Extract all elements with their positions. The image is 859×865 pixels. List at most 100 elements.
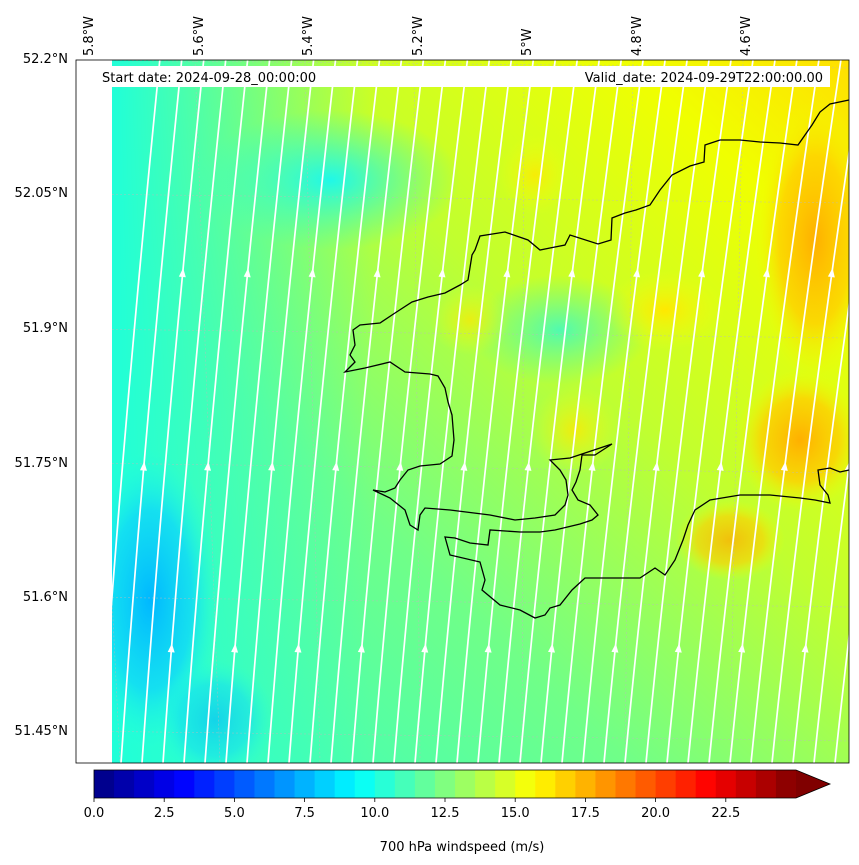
streamline-arrow	[827, 268, 835, 278]
colorbar-segment	[254, 770, 276, 798]
left-margin-mask	[76, 60, 112, 763]
streamline-arrow	[588, 461, 596, 471]
streamline-arrow	[738, 643, 746, 653]
streamline-arrow	[780, 461, 788, 471]
streamline	[771, 147, 849, 763]
streamline	[435, 60, 513, 763]
colorbar-segment	[755, 770, 777, 798]
lat-label-52-2n: 52.2°N	[23, 52, 68, 67]
lon-label-5-8w: 5.8°W	[82, 16, 97, 56]
streamline-arrow	[167, 643, 175, 653]
colorbar-segment	[294, 770, 316, 798]
streamline-arrow	[139, 461, 147, 471]
colorbar-segment	[274, 770, 296, 798]
streamline-arrow	[548, 643, 555, 653]
colorbar-segment	[735, 770, 757, 798]
colorbar-segment	[775, 770, 797, 798]
colorbar-tick-label: 12.5	[431, 806, 460, 821]
streamline	[162, 60, 227, 763]
streamline-arrow	[652, 461, 660, 471]
streamline	[477, 60, 557, 763]
streamline	[582, 60, 666, 763]
streamline-arrow	[716, 461, 724, 471]
streamline	[309, 60, 381, 763]
streamline-arrow	[698, 268, 706, 278]
wind-streamlines	[112, 60, 849, 763]
colorbar-segment	[495, 770, 516, 798]
streamline	[561, 60, 644, 763]
streamline	[687, 60, 776, 763]
streamline	[540, 60, 623, 763]
colorbar-outline	[93, 769, 832, 799]
streamline	[708, 60, 798, 763]
colorbar-segment	[314, 770, 336, 798]
lon-label-5-4w: 5.4°W	[301, 16, 316, 56]
colorbar-tick-label: 22.5	[711, 806, 740, 821]
streamline-arrow	[438, 268, 446, 278]
colorbar: 0.0 2.5 5.0 7.5 10.0 12.5 15.0 17.5 20.0 22.5 700…	[84, 769, 832, 855]
streamline-arrow	[332, 461, 340, 471]
colorbar-segment	[194, 770, 215, 798]
colorbar-tick-label: 2.5	[154, 806, 175, 821]
streamline-arrow	[294, 643, 302, 653]
streamline	[414, 60, 491, 763]
lat-label-51-6n: 51.6°N	[23, 590, 68, 605]
colorbar-segment	[715, 770, 737, 798]
streamline-arrow	[484, 643, 492, 653]
colorbar-segment	[154, 770, 175, 798]
streamline-arrow	[243, 268, 251, 278]
colorbar-segment	[655, 770, 677, 798]
streamline-arrow	[231, 643, 239, 653]
streamline-arrow	[421, 643, 429, 653]
streamline	[624, 60, 710, 763]
streamline	[645, 60, 732, 763]
colorbar-ticks: 0.0 2.5 5.0 7.5 10.0 12.5 15.0 17.5 20.0 22.5	[84, 798, 740, 821]
header-box	[96, 66, 830, 87]
streamline-arrow	[268, 461, 276, 471]
colorbar-segment	[535, 770, 556, 798]
start-date-label: Start date: 2024-09-28_00:00:00	[102, 71, 316, 86]
streamline	[141, 60, 205, 763]
streamline	[519, 60, 601, 763]
streamline	[112, 60, 161, 608]
lon-label-5w: 5°W	[520, 28, 535, 56]
colorbar-tick-label: 0.0	[84, 806, 105, 821]
streamline-arrow	[396, 461, 404, 471]
colorbar-tick-label: 17.5	[571, 806, 600, 821]
streamline	[288, 60, 359, 763]
streamline-arrow	[568, 268, 576, 278]
colorbar-segment	[675, 770, 697, 798]
colorbar-segment	[595, 770, 617, 798]
streamline-arrow	[178, 268, 186, 278]
colorbar-tick-label: 15.0	[501, 806, 530, 821]
colorbar-segment	[334, 770, 356, 798]
colorbar-segment	[174, 770, 195, 798]
streamline-arrow	[611, 643, 619, 653]
colorbar-extend-arrow	[796, 770, 830, 798]
streamline	[330, 60, 403, 763]
streamline-arrow	[762, 268, 770, 278]
streamline	[750, 60, 842, 763]
colorbar-segment	[374, 770, 396, 798]
streamline	[666, 60, 754, 763]
latitude-labels: 52.2°N 52.05°N 51.9°N 51.75°N 51.6°N 51.…	[15, 52, 68, 739]
colorbar-tick-label: 10.0	[360, 806, 389, 821]
colorbar-segment	[114, 770, 135, 798]
lat-label-51-45n: 51.45°N	[15, 724, 68, 739]
colorbar-segment	[234, 770, 256, 798]
streamline-arrow	[633, 268, 641, 278]
colorbar-segment	[394, 770, 416, 798]
streamline	[204, 60, 271, 763]
colorbar-segment	[354, 770, 376, 798]
streamline-arrow	[357, 643, 365, 653]
colorbar-tick-label: 20.0	[641, 806, 670, 821]
streamline-arrow	[308, 268, 316, 278]
colorbar-tick-label: 7.5	[294, 806, 315, 821]
colorbar-segment	[414, 770, 436, 798]
streamline-arrow	[524, 461, 532, 471]
colorbar-segments	[94, 770, 830, 798]
streamline	[393, 60, 469, 763]
streamline	[456, 60, 535, 763]
colorbar-segment	[555, 770, 576, 798]
